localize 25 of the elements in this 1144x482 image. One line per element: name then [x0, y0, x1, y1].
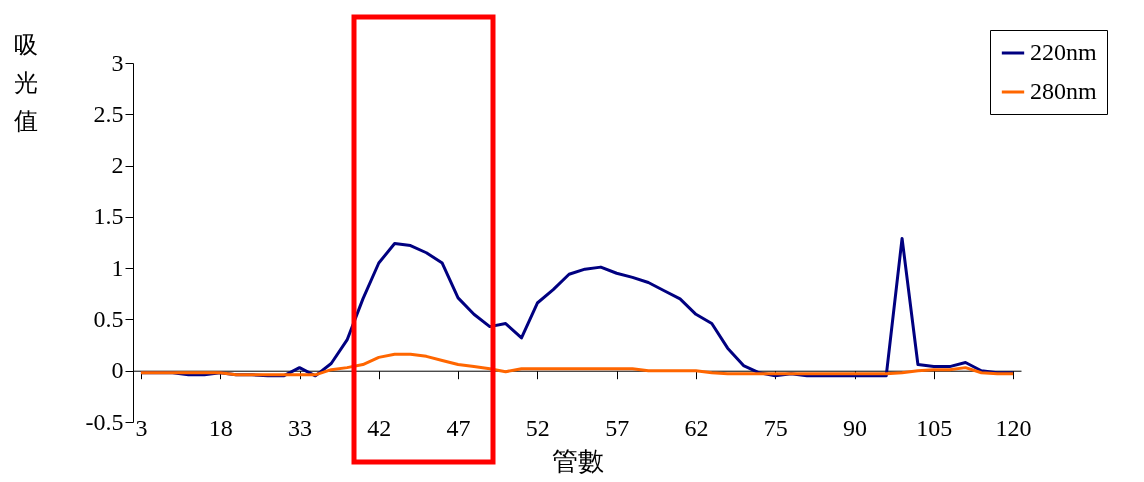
line-series: [139, 352, 1015, 377]
x-tick-label: 47: [446, 414, 471, 441]
y-tick-label: 3: [111, 49, 124, 76]
x-tick-label: 42: [367, 414, 392, 441]
y-tick-label: 2.5: [93, 100, 124, 127]
y-tick-label: 1.5: [93, 203, 124, 230]
y-axis-title: 吸光值: [13, 31, 38, 134]
y-tick-label: 0: [111, 357, 124, 384]
x-tick-label: 18: [208, 414, 233, 441]
x-tick-label: 105: [916, 414, 953, 441]
y-tick-label: 1: [111, 254, 124, 281]
x-tick-label: 75: [763, 414, 788, 441]
legend-label: 220nm: [1030, 39, 1097, 65]
legend-label: 280nm: [1030, 78, 1097, 104]
y-tick-label: 0.5: [93, 305, 124, 332]
x-tick-label: 3: [135, 414, 148, 441]
x-tick-label: 52: [525, 414, 550, 441]
x-tick-label: 57: [605, 414, 630, 441]
x-axis-title: 管數: [551, 446, 604, 476]
y-tick-label: -0.5: [85, 408, 124, 435]
x-tick-label: 33: [288, 414, 312, 441]
y-tick-label: 2: [111, 152, 124, 179]
x-tick-label: 90: [843, 414, 867, 441]
x-tick-label: 120: [995, 414, 1032, 441]
x-tick-label: 62: [684, 414, 709, 441]
